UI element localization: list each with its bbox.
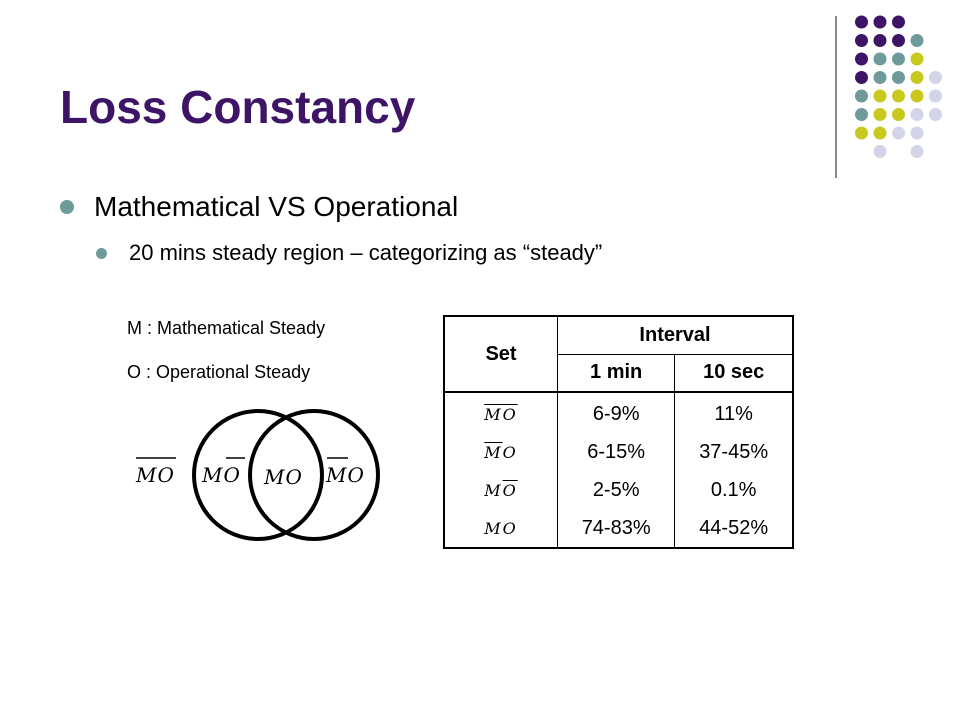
set-label-m-not-o: MO — [484, 481, 518, 500]
decorative-dot — [910, 52, 924, 66]
decorative-dot — [892, 108, 905, 121]
set-label-row3-o: O — [502, 481, 518, 500]
decorative-dot — [892, 15, 905, 29]
cell-1min: 6-15% — [587, 441, 646, 463]
cell-10sec: 44-52% — [699, 517, 769, 539]
legend-mathematical: M : Mathematical Steady — [127, 318, 326, 338]
bullet-dot-icon — [60, 200, 74, 214]
decorative-dot — [892, 89, 905, 103]
decorative-dot — [873, 89, 887, 103]
decorative-dot — [855, 108, 868, 121]
venn-label-left-only: MO — [201, 463, 241, 487]
10sec-column-cells: 11% 37-45% 0.1% 44-52% — [674, 391, 794, 549]
decorative-dot — [873, 71, 887, 84]
decorative-dot — [855, 34, 868, 47]
header-set: Set — [443, 315, 558, 393]
decorative-dot — [892, 126, 905, 140]
legend-operational: O : Operational Steady — [127, 362, 311, 382]
slide-title: Loss Constancy — [60, 81, 416, 133]
set-label-row2-m: M — [484, 443, 503, 462]
set-label-not-m-o: MO — [484, 443, 518, 462]
sub-bullet-item: 20 mins steady region – categorizing as … — [96, 240, 602, 266]
set-label-not-m-not-o: MO — [484, 405, 518, 424]
venn-label-outside: MO — [135, 463, 175, 487]
decorative-dot — [855, 71, 868, 84]
header-interval: Interval — [557, 315, 794, 355]
1min-column-cells: 6-9% 6-15% 2-5% 74-83% — [556, 391, 676, 549]
decorative-dot — [855, 89, 868, 103]
set-column-cells: MO MO MO MO — [443, 391, 558, 549]
decorative-dot — [892, 34, 905, 47]
decorative-dot — [929, 89, 942, 103]
cell-1min: 74-83% — [581, 517, 651, 539]
decorative-dot — [910, 145, 924, 158]
decorative-dot — [910, 89, 924, 103]
venn-label-both: MO — [263, 465, 303, 489]
bullet-dot-icon — [96, 247, 107, 259]
decorative-dot — [873, 15, 887, 29]
set-label-m-o: MO — [484, 519, 518, 538]
cell-10sec: 0.1% — [710, 479, 757, 501]
venn-circle-o — [248, 409, 380, 541]
sub-bullet-text: 20 mins steady region – categorizing as … — [129, 240, 603, 265]
decorative-dot — [873, 108, 887, 121]
decorative-dot — [929, 108, 942, 121]
venn-label-right-only: MO — [325, 463, 365, 487]
decorative-dot — [855, 126, 868, 140]
header-10sec: 10 sec — [674, 353, 794, 393]
decorative-dot — [892, 52, 905, 66]
decorative-dot — [873, 126, 887, 140]
decorative-dot — [873, 34, 887, 47]
decorative-divider — [835, 16, 837, 178]
decorative-dot — [910, 34, 924, 47]
cell-1min: 2-5% — [592, 479, 640, 501]
decorative-dot — [910, 71, 924, 84]
decorative-dot — [873, 52, 887, 66]
decorative-dot — [910, 108, 924, 121]
decorative-dot — [929, 71, 942, 84]
decorative-dot — [910, 126, 924, 140]
decorative-dot — [855, 15, 868, 29]
loss-constancy-table: Set Interval 1 min 10 sec MO MO MO MO 6-… — [443, 315, 794, 549]
cell-10sec: 37-45% — [699, 441, 769, 463]
venn-circle-m — [192, 409, 324, 541]
decorative-dot — [892, 71, 905, 84]
bullet-text: Mathematical VS Operational — [94, 191, 459, 222]
header-1min: 1 min — [556, 353, 676, 393]
decorative-dot — [855, 52, 868, 66]
bullet-item: Mathematical VS Operational — [60, 191, 458, 223]
decorative-dot — [873, 145, 887, 158]
cell-10sec: 11% — [714, 403, 753, 425]
cell-1min: 6-9% — [592, 403, 640, 425]
